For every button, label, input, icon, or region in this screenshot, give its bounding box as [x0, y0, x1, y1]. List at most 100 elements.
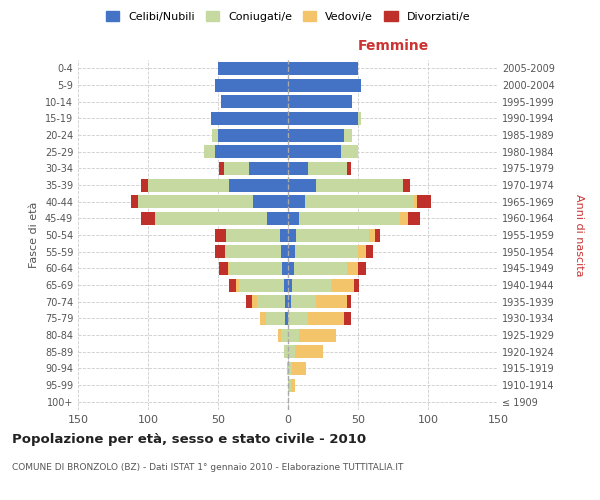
- Bar: [229, 178, 288, 192]
- Bar: [267, 212, 288, 225]
- Bar: [141, 178, 148, 192]
- Bar: [284, 345, 288, 358]
- Bar: [218, 128, 288, 141]
- Bar: [292, 362, 306, 375]
- Bar: [288, 262, 293, 275]
- Bar: [204, 145, 215, 158]
- Bar: [288, 178, 316, 192]
- Bar: [239, 278, 284, 291]
- Bar: [354, 278, 359, 291]
- Bar: [138, 195, 253, 208]
- Bar: [288, 245, 295, 258]
- Bar: [288, 212, 299, 225]
- Bar: [131, 195, 138, 208]
- Bar: [155, 212, 267, 225]
- Bar: [288, 145, 341, 158]
- Bar: [220, 262, 228, 275]
- Bar: [296, 228, 369, 241]
- Bar: [344, 128, 352, 141]
- Bar: [280, 228, 288, 241]
- Bar: [288, 195, 305, 208]
- Bar: [400, 212, 409, 225]
- Bar: [278, 328, 281, 342]
- Bar: [341, 145, 358, 158]
- Bar: [229, 262, 283, 275]
- Bar: [281, 245, 288, 258]
- Bar: [288, 95, 352, 108]
- Bar: [417, 195, 431, 208]
- Bar: [215, 228, 226, 241]
- Bar: [293, 262, 347, 275]
- Bar: [221, 95, 288, 108]
- Bar: [251, 295, 257, 308]
- Bar: [288, 345, 295, 358]
- Bar: [409, 212, 419, 225]
- Bar: [288, 62, 358, 75]
- Bar: [225, 245, 281, 258]
- Bar: [288, 328, 299, 342]
- Bar: [288, 278, 292, 291]
- Bar: [347, 295, 351, 308]
- Bar: [281, 328, 288, 342]
- Text: Popolazione per età, sesso e stato civile - 2010: Popolazione per età, sesso e stato civil…: [12, 432, 366, 446]
- Bar: [369, 228, 375, 241]
- Bar: [260, 312, 266, 325]
- Bar: [212, 128, 218, 141]
- Bar: [288, 228, 296, 241]
- Bar: [288, 295, 291, 308]
- Bar: [299, 212, 400, 225]
- Bar: [316, 178, 403, 192]
- Bar: [295, 345, 323, 358]
- Bar: [291, 378, 295, 392]
- Bar: [287, 362, 288, 375]
- Bar: [218, 62, 288, 75]
- Bar: [288, 378, 291, 392]
- Text: COMUNE DI BRONZOLO (BZ) - Dati ISTAT 1° gennaio 2010 - Elaborazione TUTTITALIA.I: COMUNE DI BRONZOLO (BZ) - Dati ISTAT 1° …: [12, 462, 403, 471]
- Bar: [288, 78, 361, 92]
- Bar: [308, 162, 347, 175]
- Bar: [367, 245, 373, 258]
- Bar: [331, 278, 354, 291]
- Bar: [291, 295, 316, 308]
- Legend: Celibi/Nubili, Coniugati/e, Vedovi/e, Divorziati/e: Celibi/Nubili, Coniugati/e, Vedovi/e, Di…: [103, 8, 473, 25]
- Bar: [347, 162, 351, 175]
- Bar: [284, 278, 288, 291]
- Bar: [228, 262, 229, 275]
- Bar: [288, 362, 292, 375]
- Bar: [347, 262, 358, 275]
- Bar: [288, 162, 308, 175]
- Bar: [141, 212, 155, 225]
- Bar: [148, 178, 229, 192]
- Bar: [358, 262, 367, 275]
- Bar: [226, 228, 280, 241]
- Bar: [285, 295, 288, 308]
- Bar: [292, 278, 331, 291]
- Bar: [253, 195, 288, 208]
- Bar: [211, 112, 288, 125]
- Bar: [224, 162, 249, 175]
- Bar: [305, 195, 414, 208]
- Bar: [299, 328, 335, 342]
- Bar: [308, 312, 344, 325]
- Bar: [295, 245, 358, 258]
- Bar: [403, 178, 410, 192]
- Bar: [257, 295, 285, 308]
- Text: Femmine: Femmine: [358, 39, 428, 53]
- Bar: [249, 162, 288, 175]
- Bar: [375, 228, 380, 241]
- Bar: [316, 295, 347, 308]
- Bar: [266, 312, 285, 325]
- Bar: [246, 295, 251, 308]
- Bar: [288, 112, 358, 125]
- Bar: [283, 262, 288, 275]
- Bar: [344, 312, 351, 325]
- Bar: [414, 195, 417, 208]
- Bar: [288, 128, 344, 141]
- Bar: [236, 278, 239, 291]
- Bar: [358, 245, 367, 258]
- Y-axis label: Anni di nascita: Anni di nascita: [574, 194, 584, 276]
- Bar: [215, 78, 288, 92]
- Bar: [358, 112, 361, 125]
- Bar: [220, 162, 224, 175]
- Y-axis label: Fasce di età: Fasce di età: [29, 202, 39, 268]
